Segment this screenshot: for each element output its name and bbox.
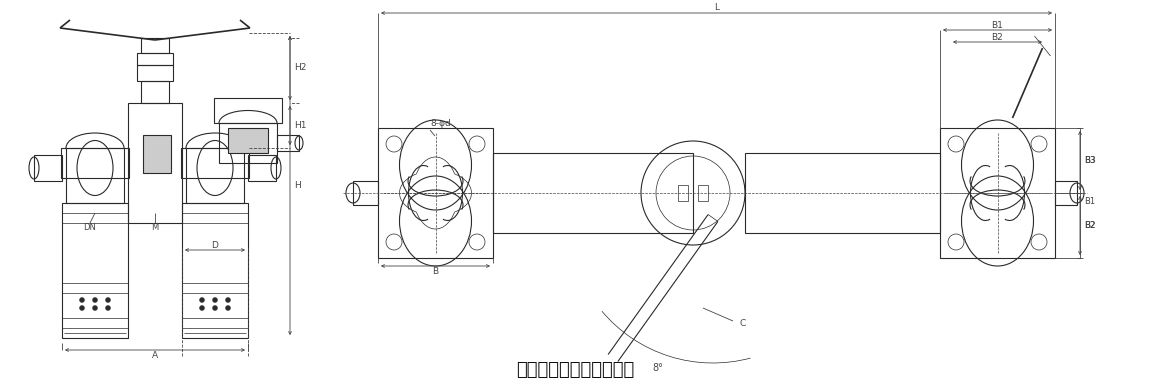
Circle shape	[106, 298, 110, 303]
Text: B2: B2	[1084, 221, 1096, 230]
Text: DN: DN	[84, 223, 97, 232]
Bar	[493, 153, 693, 233]
Text: 8°: 8°	[652, 363, 664, 373]
Bar	[186, 148, 244, 203]
Text: L: L	[714, 2, 719, 12]
Bar	[182, 203, 248, 338]
Text: B3: B3	[1084, 156, 1095, 165]
Circle shape	[213, 298, 217, 303]
Text: H2: H2	[294, 64, 306, 73]
Bar	[141, 81, 169, 103]
Circle shape	[199, 298, 205, 303]
Text: B: B	[432, 267, 438, 277]
Bar	[61, 148, 129, 178]
Bar	[181, 148, 250, 178]
Bar	[137, 65, 172, 81]
Bar	[277, 135, 299, 151]
Circle shape	[213, 305, 217, 310]
Text: B3: B3	[1084, 156, 1096, 165]
Bar	[214, 98, 282, 123]
Bar	[141, 38, 169, 53]
Text: H: H	[294, 181, 301, 190]
Bar	[34, 155, 62, 181]
Text: 8-φd: 8-φd	[430, 118, 451, 128]
Bar	[62, 203, 128, 338]
Bar	[1055, 181, 1078, 205]
Bar	[128, 103, 182, 223]
Bar	[143, 135, 171, 173]
Bar	[353, 181, 378, 205]
Circle shape	[92, 298, 98, 303]
Bar	[378, 128, 493, 258]
Circle shape	[225, 305, 230, 310]
Text: A: A	[152, 352, 158, 360]
Text: 安装外形尺寸（可定制）: 安装外形尺寸（可定制）	[516, 361, 634, 379]
Bar	[698, 185, 708, 201]
Circle shape	[92, 305, 98, 310]
Circle shape	[199, 305, 205, 310]
Bar	[940, 128, 1055, 258]
Text: C: C	[739, 319, 746, 327]
Text: D: D	[212, 241, 218, 249]
Bar	[678, 185, 688, 201]
Circle shape	[79, 298, 84, 303]
Bar	[248, 155, 276, 181]
Bar	[66, 148, 124, 203]
Text: M: M	[152, 223, 159, 232]
Text: H1: H1	[294, 121, 307, 130]
Text: B2: B2	[991, 33, 1003, 42]
Text: B1: B1	[1084, 196, 1095, 206]
Bar	[228, 128, 268, 153]
Bar	[218, 123, 277, 163]
Bar	[745, 153, 940, 233]
Text: B1: B1	[991, 21, 1004, 29]
Bar	[137, 53, 172, 65]
Circle shape	[79, 305, 84, 310]
Circle shape	[225, 298, 230, 303]
Text: B2: B2	[1084, 221, 1095, 230]
Circle shape	[106, 305, 110, 310]
